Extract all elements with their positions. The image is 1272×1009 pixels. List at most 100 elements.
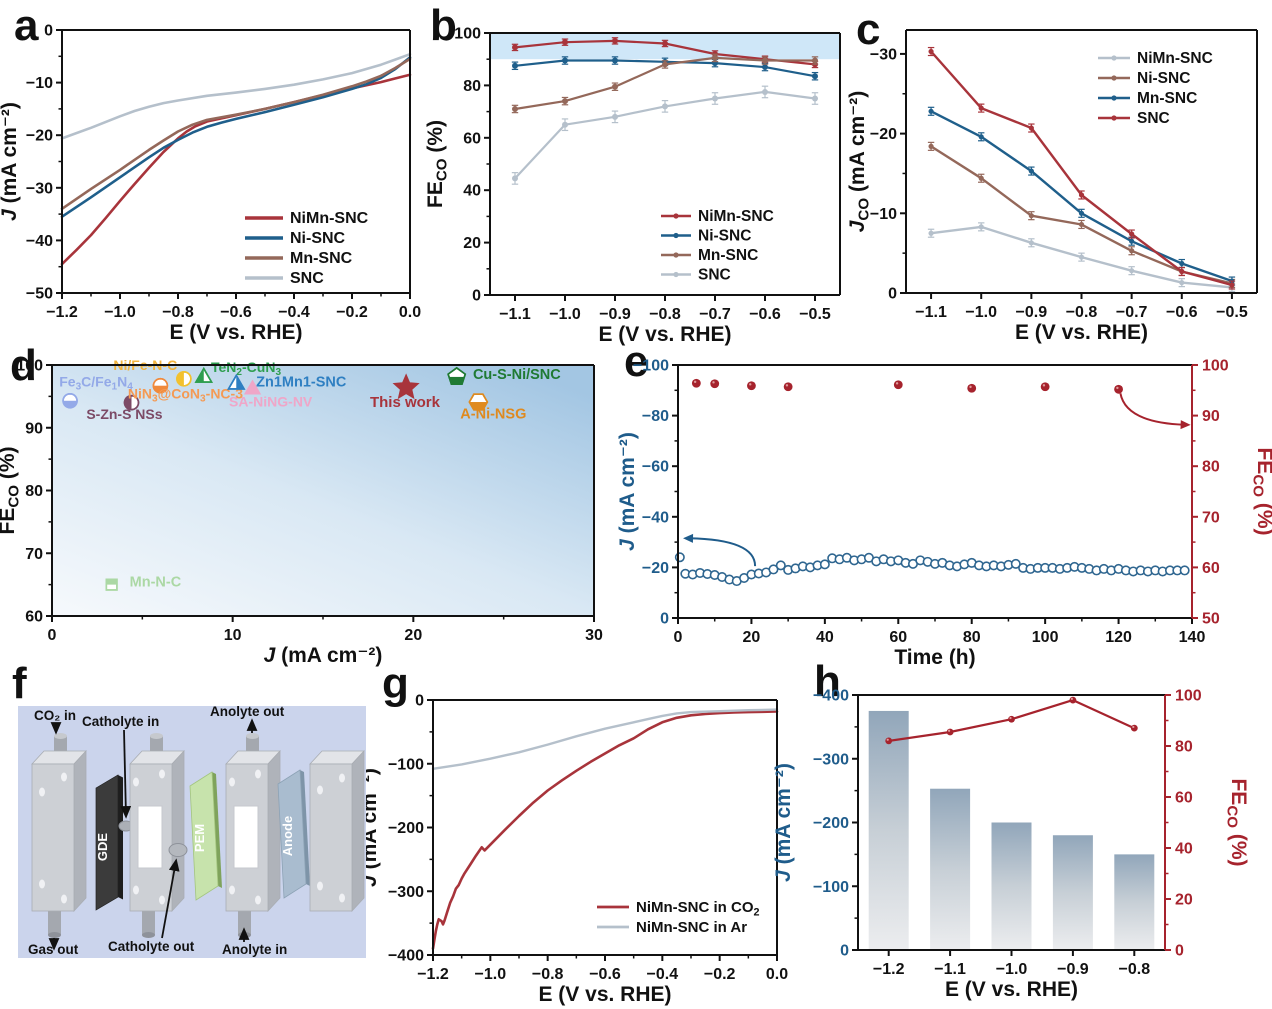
svg-text:E (V vs. RHE): E (V vs. RHE) (538, 983, 671, 1006)
svg-text:−1.0: −1.0 (996, 961, 1028, 978)
svg-text:NiN3@CoN3-NC-3: NiN3@CoN3-NC-3 (128, 385, 243, 404)
panel-label-d: d (10, 341, 37, 390)
svg-text:100: 100 (1202, 358, 1229, 375)
svg-text:0: 0 (840, 943, 849, 960)
svg-text:Fe3C/Fe1N4: Fe3C/Fe1N4 (59, 373, 133, 392)
svg-text:100: 100 (1032, 629, 1059, 646)
svg-text:60: 60 (1175, 790, 1193, 807)
datapoint-Fe-3-C-Fe-1-N-4-: Fe3C/Fe1N4 (59, 373, 133, 409)
co2-in-label: CO₂ in (34, 708, 76, 723)
svg-text:70: 70 (1202, 509, 1220, 526)
bar-−1.0 (991, 822, 1032, 950)
legend: NiMn-SNC Ni-SNC Mn-SNC SNC (245, 210, 369, 287)
series-NiMn-SNC (60, 73, 412, 266)
svg-text:−1.0: −1.0 (965, 304, 997, 321)
svg-text:40: 40 (463, 183, 481, 200)
svg-text:J (mA cm⁻²): J (mA cm⁻²) (772, 763, 795, 882)
svg-text:−0.4: −0.4 (278, 304, 310, 321)
end-plate-right (309, 749, 365, 913)
svg-text:−30: −30 (26, 180, 53, 197)
svg-text:−300: −300 (813, 751, 849, 768)
svg-text:90: 90 (25, 420, 43, 437)
legend: NiMn-SNC Ni-SNC Mn-SNC SNC (661, 208, 774, 284)
svg-text:80: 80 (963, 629, 981, 646)
svg-text:−0.7: −0.7 (699, 306, 731, 323)
svg-text:0: 0 (44, 23, 53, 40)
svg-text:80: 80 (1175, 739, 1193, 756)
svg-text:E (V vs. RHE): E (V vs. RHE) (169, 321, 302, 344)
pem-membrane: PEM (189, 771, 222, 901)
svg-text:E (V vs. RHE): E (V vs. RHE) (1015, 321, 1148, 344)
svg-text:Time (h): Time (h) (894, 646, 975, 669)
svg-text:Ni-SNC: Ni-SNC (290, 230, 346, 247)
svg-text:0: 0 (660, 611, 669, 628)
catholyte-out-port (168, 843, 188, 857)
series-NiMn-SNC (927, 222, 1236, 293)
svg-text:0.0: 0.0 (766, 966, 788, 983)
svg-text:FECO (%): FECO (%) (1249, 447, 1272, 535)
panel-e-stability-chart: 0 20 40 60 80 100 120 140 0 −20 −40 −60 −80 −100 50 60 7… (616, 358, 1272, 670)
bar-−0.8 (1114, 854, 1155, 950)
svg-text:−0.5: −0.5 (1216, 304, 1248, 321)
svg-text:E (V vs. RHE): E (V vs. RHE) (598, 323, 731, 346)
svg-text:80: 80 (1202, 459, 1220, 476)
svg-text:20: 20 (1175, 892, 1193, 909)
svg-text:−100: −100 (633, 358, 669, 375)
svg-text:Zn1Mn1-SNC: Zn1Mn1-SNC (256, 374, 347, 390)
panel-label-a: a (14, 1, 39, 50)
datapoint-Cu-S-Ni-SNC: Cu-S-Ni/SNC (447, 367, 561, 385)
datapoint-TeN-2-CuN-3-: TeN2-CuN3 (194, 359, 281, 383)
svg-text:This work: This work (370, 394, 441, 411)
series-SNC (60, 52, 412, 140)
svg-text:−10: −10 (26, 75, 53, 92)
panel-label-b: b (430, 1, 457, 50)
bar-−1.2 (868, 710, 909, 950)
svg-text:Mn-SNC: Mn-SNC (290, 250, 353, 267)
chart-a-content: −1.2 −1.0 −0.8 −0.6 −0.4 −0.2 0.0 0 −10 −20 −30 −40… (0, 23, 421, 345)
svg-text:−1.2: −1.2 (46, 304, 78, 321)
svg-text:SNC: SNC (698, 267, 731, 284)
svg-text:0: 0 (415, 693, 424, 710)
svg-text:TeN2-CuN3: TeN2-CuN3 (211, 359, 281, 378)
anode-flow-frame (225, 733, 281, 938)
svg-text:40: 40 (816, 629, 834, 646)
svg-text:−30: −30 (870, 46, 897, 63)
svg-text:−1.1: −1.1 (934, 961, 966, 978)
anode-plate: Anode (277, 769, 310, 899)
svg-text:0.0: 0.0 (399, 304, 421, 321)
svg-text:0: 0 (48, 627, 57, 644)
svg-text:−80: −80 (642, 408, 669, 425)
series-SNC (511, 85, 819, 185)
chart-g-content: −1.2 −1.0 −0.8 −0.6 −0.4 −0.2 0.0 0 −100 −200 −300… (358, 693, 788, 1007)
panel-f-flow-cell-diagram: GDE PEM (18, 704, 366, 958)
chart-b-content: −1.1 −1.0 −0.9 −0.8 −0.7 −0.6 −0.5 0 20 40 60 80 100… (424, 26, 841, 346)
svg-text:−400: −400 (388, 948, 424, 965)
svg-text:−0.8: −0.8 (649, 306, 681, 323)
catholyte-out-label: Catholyte out (108, 939, 195, 954)
panel-label-f: f (12, 659, 27, 708)
svg-text:−60: −60 (642, 459, 669, 476)
svg-text:30: 30 (585, 627, 603, 644)
svg-text:J (mA cm⁻²): J (mA cm⁻²) (0, 102, 21, 221)
svg-text:−0.2: −0.2 (704, 966, 736, 983)
svg-text:NiMn-SNC: NiMn-SNC (1137, 50, 1213, 67)
svg-text:−20: −20 (870, 126, 897, 143)
svg-text:−0.9: −0.9 (1057, 961, 1089, 978)
svg-text:−0.4: −0.4 (647, 966, 679, 983)
points-FECO (691, 378, 1123, 394)
svg-text:−10: −10 (870, 206, 897, 223)
svg-text:Mn-SNC: Mn-SNC (1137, 90, 1197, 107)
svg-text:−50: −50 (26, 286, 53, 303)
panel-c-co-partial-current-chart: −1.1 −1.0 −0.9 −0.8 −0.7 −0.6 −0.5 0 −10 −20 −30 E … (846, 29, 1258, 344)
svg-text:J (mA cm⁻²): J (mA cm⁻²) (616, 432, 639, 551)
svg-text:20: 20 (743, 629, 761, 646)
svg-text:−1.0: −1.0 (104, 304, 136, 321)
svg-text:−0.5: −0.5 (799, 306, 831, 323)
svg-text:−0.8: −0.8 (532, 966, 564, 983)
svg-text:50: 50 (1202, 611, 1220, 628)
svg-text:S-Zn-S NSs: S-Zn-S NSs (86, 406, 162, 422)
svg-text:−100: −100 (388, 756, 424, 773)
svg-text:A-Ni-NSG: A-Ni-NSG (460, 406, 526, 422)
